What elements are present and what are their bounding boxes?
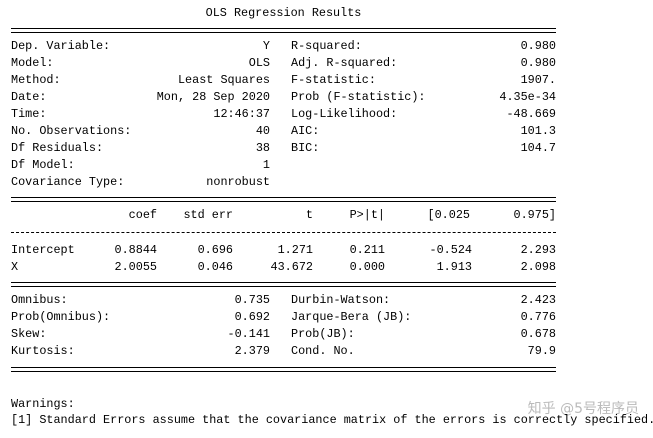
field-value: Mon, 28 Sep 2020 xyxy=(156,90,270,104)
field-value: nonrobust xyxy=(206,175,270,189)
table-cell: 2.293 xyxy=(520,243,556,257)
column-header: 0.975] xyxy=(513,208,556,222)
field-value: 0.692 xyxy=(234,310,270,324)
table-cell: 0.696 xyxy=(197,243,233,257)
table-cell: 1.913 xyxy=(436,260,472,274)
double-rule xyxy=(11,28,556,33)
field-label: AIC: xyxy=(291,124,320,138)
field-label: Time: xyxy=(11,107,47,121)
field-value: -0.141 xyxy=(227,327,270,341)
field-label: Log-Likelihood: xyxy=(291,107,398,121)
table-cell: 43.672 xyxy=(270,260,313,274)
field-value: Y xyxy=(262,39,270,53)
summary-title: OLS Regression Results xyxy=(205,6,362,20)
field-value: Least Squares xyxy=(177,73,270,87)
field-value: 0.735 xyxy=(234,293,270,307)
double-rule xyxy=(11,367,556,372)
field-label: Df Residuals: xyxy=(11,141,104,155)
field-label: Prob(JB): xyxy=(291,327,355,341)
row-label: X xyxy=(11,260,19,274)
row-label: Intercept xyxy=(11,243,75,257)
double-rule xyxy=(11,197,556,202)
field-value: 101.3 xyxy=(520,124,556,138)
field-value: 0.980 xyxy=(520,39,556,53)
field-value: 0.980 xyxy=(520,56,556,70)
field-value: 2.423 xyxy=(520,293,556,307)
field-label: Prob (F-statistic): xyxy=(291,90,426,104)
double-rule xyxy=(11,282,556,287)
field-label: Df Model: xyxy=(11,158,75,172)
field-value: OLS xyxy=(248,56,270,70)
field-value: 79.9 xyxy=(527,344,556,358)
table-cell: 0.8844 xyxy=(114,243,157,257)
field-label: Prob(Omnibus): xyxy=(11,310,111,324)
field-label: Model: xyxy=(11,56,54,70)
field-value: 4.35e-34 xyxy=(499,90,556,104)
table-cell: 2.098 xyxy=(520,260,556,274)
table-cell: 0.000 xyxy=(349,260,385,274)
field-value: 12:46:37 xyxy=(213,107,270,121)
column-header: P>|t| xyxy=(349,208,385,222)
warnings-title: Warnings: xyxy=(11,397,75,411)
column-header: coef xyxy=(128,208,157,222)
warning-text: [1] Standard Errors assume that the cova… xyxy=(11,413,653,427)
field-label: Adj. R-squared: xyxy=(291,56,398,70)
field-label: Cond. No. xyxy=(291,344,355,358)
field-label: Skew: xyxy=(11,327,47,341)
field-label: Covariance Type: xyxy=(11,175,125,189)
field-label: Omnibus: xyxy=(11,293,68,307)
field-value: 104.7 xyxy=(520,141,556,155)
field-label: Durbin-Watson: xyxy=(291,293,391,307)
table-cell: 1.271 xyxy=(277,243,313,257)
field-label: No. Observations: xyxy=(11,124,132,138)
field-label: Dep. Variable: xyxy=(11,39,111,53)
field-label: Method: xyxy=(11,73,61,87)
field-label: F-statistic: xyxy=(291,73,376,87)
field-label: R-squared: xyxy=(291,39,362,53)
table-cell: 2.0055 xyxy=(114,260,157,274)
field-label: Date: xyxy=(11,90,47,104)
column-header: std err xyxy=(183,208,233,222)
watermark: 知乎 @5号程序员 xyxy=(527,401,639,417)
field-value: -48.669 xyxy=(506,107,556,121)
table-cell: 0.211 xyxy=(349,243,385,257)
field-value: 38 xyxy=(255,141,270,155)
field-label: Kurtosis: xyxy=(11,344,75,358)
field-value: 40 xyxy=(255,124,270,138)
field-label: BIC: xyxy=(291,141,320,155)
field-value: 0.678 xyxy=(520,327,556,341)
field-label: Jarque-Bera (JB): xyxy=(291,310,412,324)
field-value: 1907. xyxy=(520,73,556,87)
table-cell: -0.524 xyxy=(429,243,472,257)
rule xyxy=(11,232,556,233)
column-header: t xyxy=(305,208,313,222)
field-value: 1 xyxy=(262,158,270,172)
field-value: 0.776 xyxy=(520,310,556,324)
column-header: [0.025 xyxy=(427,208,470,222)
field-value: 2.379 xyxy=(234,344,270,358)
table-cell: 0.046 xyxy=(197,260,233,274)
